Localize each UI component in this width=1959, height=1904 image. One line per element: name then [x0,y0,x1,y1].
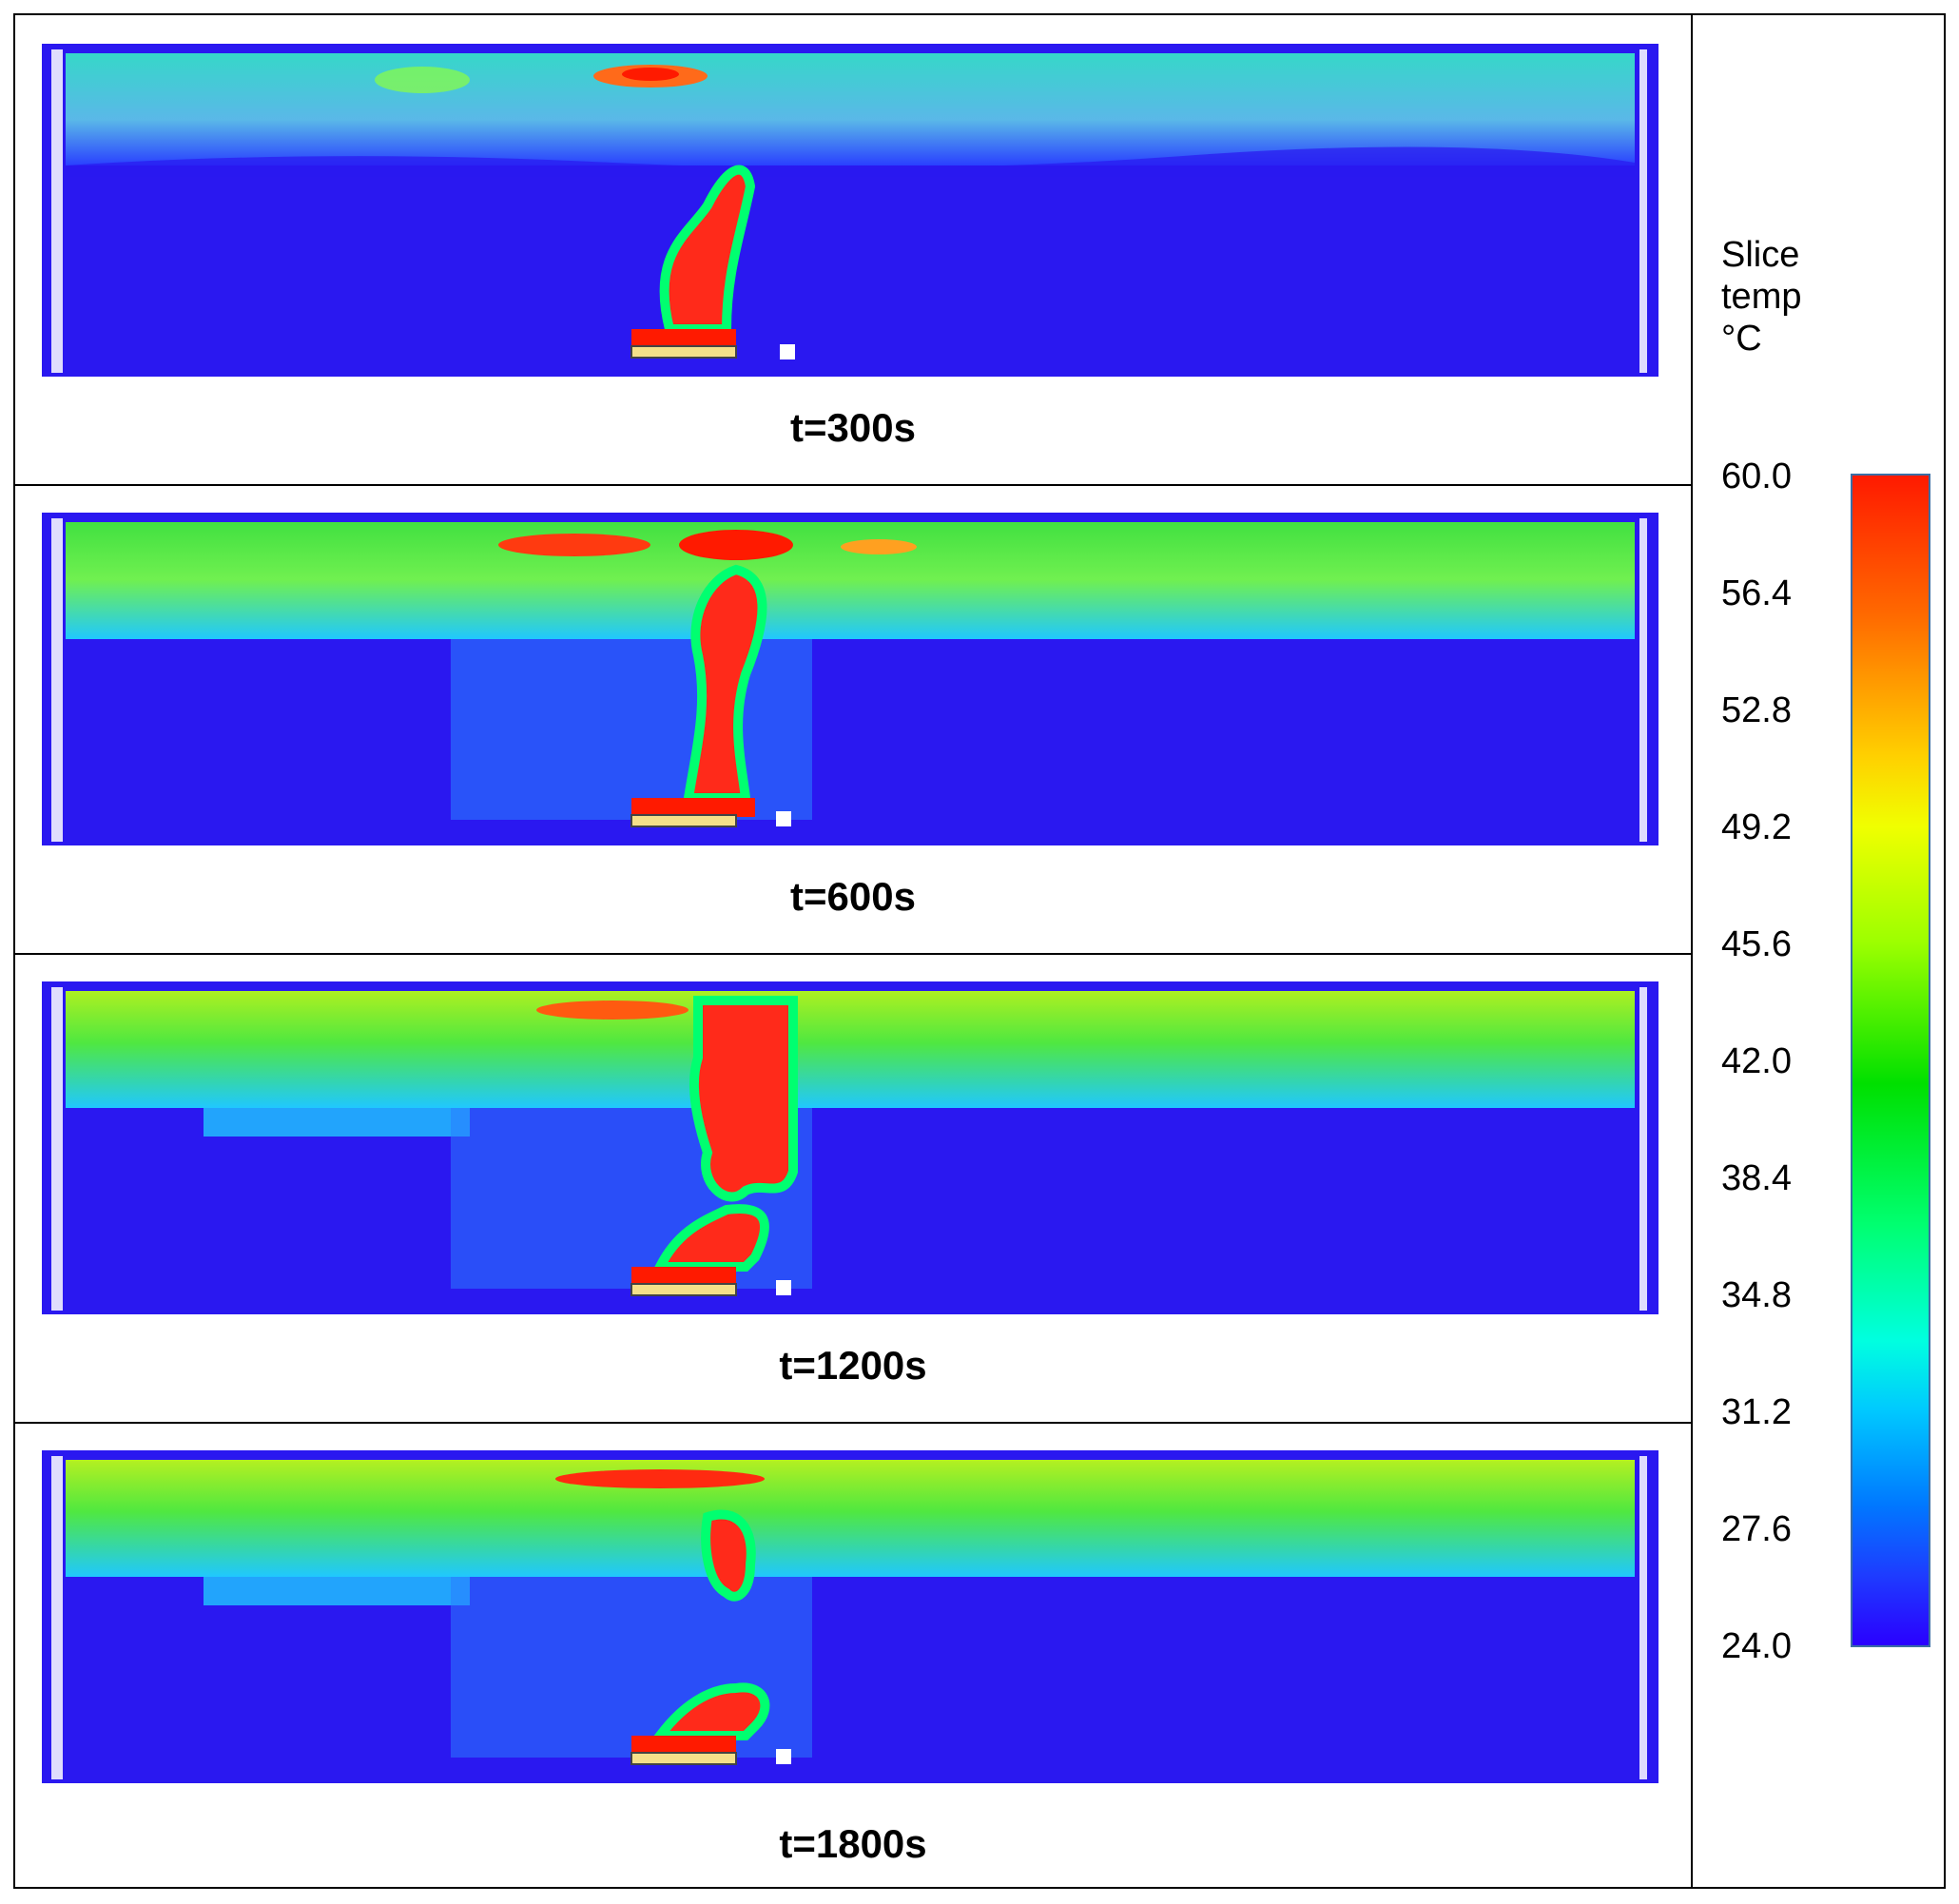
slice-panel-t1800: t=1800s [15,1422,1691,1891]
figure-frame: t=300s t=600s [13,13,1946,1889]
panel-divider [15,953,1691,955]
time-caption: t=600s [790,874,916,919]
time-caption: t=1200s [779,1343,927,1388]
colorbar-tick: 60.0 [1721,457,1792,496]
panel-divider [15,484,1691,486]
temperature-slice-t300 [42,44,1658,377]
panel-divider [15,1422,1691,1424]
slice-panel-t600: t=600s [15,484,1691,953]
temperature-colorbar [1851,474,1930,1647]
legend-title: Slice temp °C [1721,235,1802,359]
colorbar-tick: 31.2 [1721,1392,1792,1432]
colorbar-tick: 49.2 [1721,807,1792,847]
temperature-slice-t600 [42,513,1658,845]
colorbar-tick: 56.4 [1721,573,1792,613]
colorbar-tick: 45.6 [1721,924,1792,964]
colorbar-tick: 34.8 [1721,1275,1792,1315]
time-caption: t=1800s [779,1821,927,1866]
temperature-slice-t1800 [42,1450,1658,1783]
colorbar-tick: 42.0 [1721,1041,1792,1081]
slice-panel-t1200: t=1200s [15,953,1691,1422]
colorbar-tick: 27.6 [1721,1509,1792,1549]
temperature-slice-t1200 [42,981,1658,1314]
legend-divider [1691,15,1693,1887]
colorbar-tick: 52.8 [1721,690,1792,730]
colorbar-tick: 38.4 [1721,1158,1792,1198]
colorbar-tick: 24.0 [1721,1626,1792,1666]
time-caption: t=300s [790,405,916,450]
slice-panel-t300: t=300s [15,15,1691,484]
